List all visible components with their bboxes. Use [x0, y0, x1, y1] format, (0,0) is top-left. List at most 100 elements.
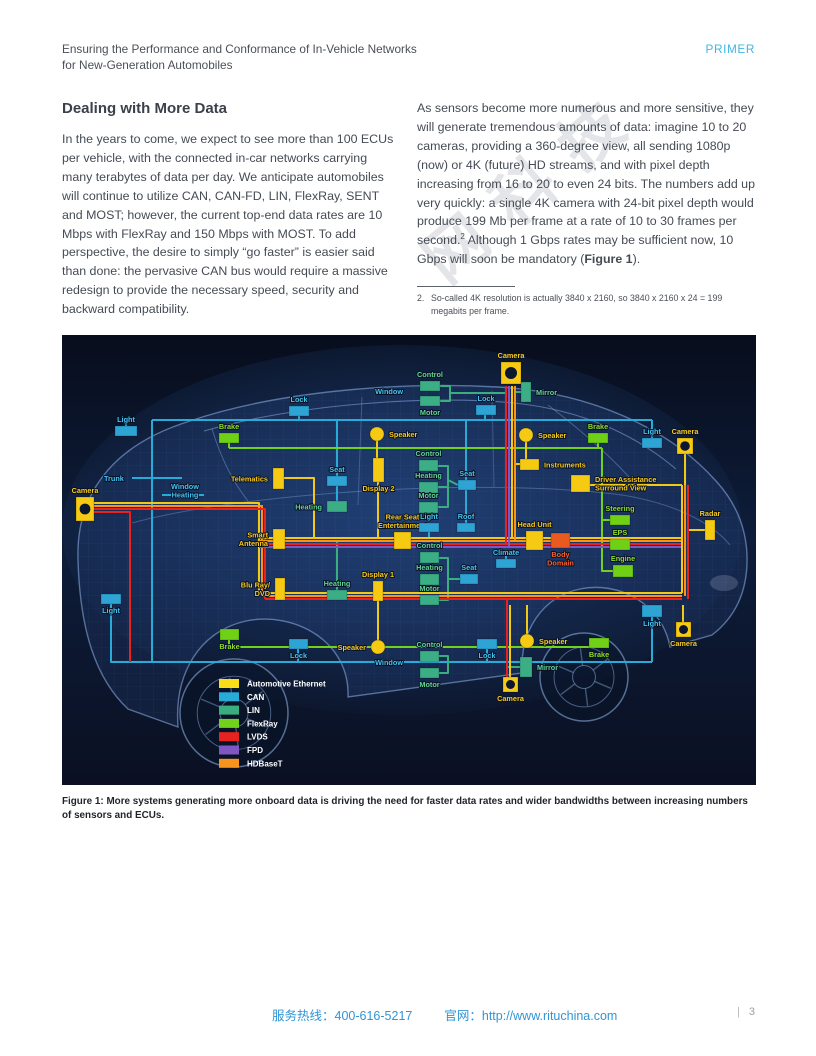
figure1: Camera Control Motor Mirror Lock Lock Light Bra…	[62, 335, 756, 785]
figure-label: Camera	[72, 486, 100, 495]
figure1-caption: Figure 1: More systems generating more o…	[62, 796, 748, 821]
figure-label: Telematics	[231, 474, 268, 483]
node-light: Light	[641, 604, 662, 629]
legend-item-flexray: FlexRay	[219, 718, 278, 728]
node-control: Control	[415, 448, 442, 472]
figure-label: Brake	[219, 642, 239, 651]
node-camera: Camera	[669, 621, 699, 649]
figure1-diagram: Camera Control Motor Mirror Lock Lock Light Bra…	[62, 335, 756, 785]
node-motor: Motor	[418, 583, 441, 606]
figure-label: Motor	[418, 491, 438, 500]
legend-label: LIN	[247, 706, 260, 715]
figure-label: Display 1	[362, 570, 394, 579]
node-brake: Brake	[218, 421, 240, 444]
legend-swatch	[219, 745, 239, 755]
figure-label: Seat	[461, 563, 477, 572]
legend-swatch	[219, 758, 239, 768]
figure-label: Mirror	[536, 388, 557, 397]
figure-label: Control	[417, 370, 443, 379]
figure-label: Lock	[477, 394, 495, 403]
node-camera: Camera	[497, 350, 526, 385]
node-seat: Seat	[326, 464, 348, 487]
paragraph-segment: Although 1 Gbps rates may be sufficient …	[417, 233, 734, 267]
figure-label: Light	[643, 619, 661, 628]
figure-label: Speaker	[539, 637, 568, 646]
figure-label: Light	[643, 427, 661, 436]
figure-label: Window	[375, 387, 403, 396]
paragraph-segment: As sensors become more numerous and more…	[417, 101, 755, 248]
figure-label: Light	[420, 512, 438, 521]
figure-label: Blu Ray/DVD	[241, 581, 270, 599]
figure-label: Steering	[605, 504, 634, 513]
wire-lin	[438, 465, 449, 488]
footnote-marker: 2.	[417, 293, 425, 304]
figure-label: Roof	[458, 512, 475, 521]
figure-label: Mirror	[537, 663, 558, 672]
figure-label: Seat	[329, 465, 345, 474]
node-steering: Steering	[604, 503, 636, 526]
node-engine: Engine	[610, 553, 636, 578]
node-mirror: Mirror	[519, 656, 559, 678]
node-brake: Brake	[218, 628, 241, 652]
figure-label: Speaker	[338, 643, 367, 652]
figure-label: Motor	[420, 408, 440, 417]
node-smart-antenna: Smart Antenna	[238, 528, 286, 550]
node-head-unit: Head Unit	[516, 519, 553, 551]
figure-label: Motor	[419, 584, 439, 593]
page-number: | 3	[737, 1006, 755, 1018]
node-heating: Heating	[294, 500, 348, 513]
legend-label: CAN	[247, 693, 265, 702]
footnote-rule	[417, 286, 515, 288]
legend-label: LVDS	[247, 733, 268, 742]
figure-label: Body Domain	[547, 550, 574, 568]
node-display-1: Display 1	[361, 569, 395, 602]
node-brake: Brake	[587, 421, 609, 444]
figure-label: Brake	[219, 422, 239, 431]
figure-label: Camera	[498, 351, 526, 360]
figure-label: Heating	[416, 563, 443, 572]
wire-yel	[92, 502, 260, 593]
paragraph-segment: Figure 1	[584, 252, 633, 267]
figure-label: Driver Assistance Surround View	[595, 475, 656, 493]
node-lock: Lock	[288, 394, 309, 417]
figure-label: Speaker	[538, 431, 567, 440]
node-seat: Seat	[459, 562, 479, 585]
legend-swatch	[219, 732, 239, 742]
legend-label: FPD	[247, 746, 263, 755]
right-column: As sensors become more numerous and more…	[417, 99, 758, 317]
node-blu-ray-dvd: Blu Ray/DVD	[240, 577, 286, 601]
figure-label: Control	[417, 541, 443, 550]
left-paragraph: In the years to come, we expect to see m…	[62, 132, 394, 317]
left-column: Dealing with More Data In the years to c…	[62, 100, 398, 319]
legend-item-hdbaset: HDBaseT	[219, 758, 283, 768]
node-climate: Climate	[492, 547, 520, 569]
node-lock: Lock	[475, 393, 496, 416]
node-motor: Motor	[418, 667, 441, 690]
node-light: Light	[418, 511, 439, 533]
figure-label: Head Unit	[517, 520, 552, 529]
legend-label: HDBaseT	[247, 759, 283, 768]
legend-item-fpd: FPD	[219, 745, 263, 755]
figure-label: Rear Seat Entertainment	[378, 512, 428, 530]
wire-yel	[283, 477, 315, 538]
figure-label: Seat	[459, 469, 475, 478]
node-eps: EPS	[609, 527, 631, 551]
wire-cyn	[110, 604, 652, 663]
figure-label: Lock	[290, 395, 308, 404]
figure-label: Camera	[672, 427, 700, 436]
node-speaker: Speaker	[337, 639, 386, 655]
website-link[interactable]: http://www.rituchina.com	[481, 1009, 618, 1023]
figure-label: Radar	[700, 509, 721, 518]
figure-label: Smart Antenna	[239, 531, 269, 549]
figure-label: Engine	[611, 554, 635, 563]
node-lock: Lock	[476, 638, 497, 661]
node-camera: Camera	[71, 485, 100, 522]
figure-label: Trunk	[104, 474, 125, 483]
node-lock: Lock	[288, 638, 309, 661]
figure-label: Display 2	[362, 484, 394, 493]
node-camera: Camera	[496, 676, 526, 704]
node-heating: Heating	[323, 578, 351, 601]
figure-label: Brake	[588, 422, 608, 431]
legend-item-can: CAN	[219, 692, 265, 702]
paragraph-segment: ).	[632, 252, 641, 267]
